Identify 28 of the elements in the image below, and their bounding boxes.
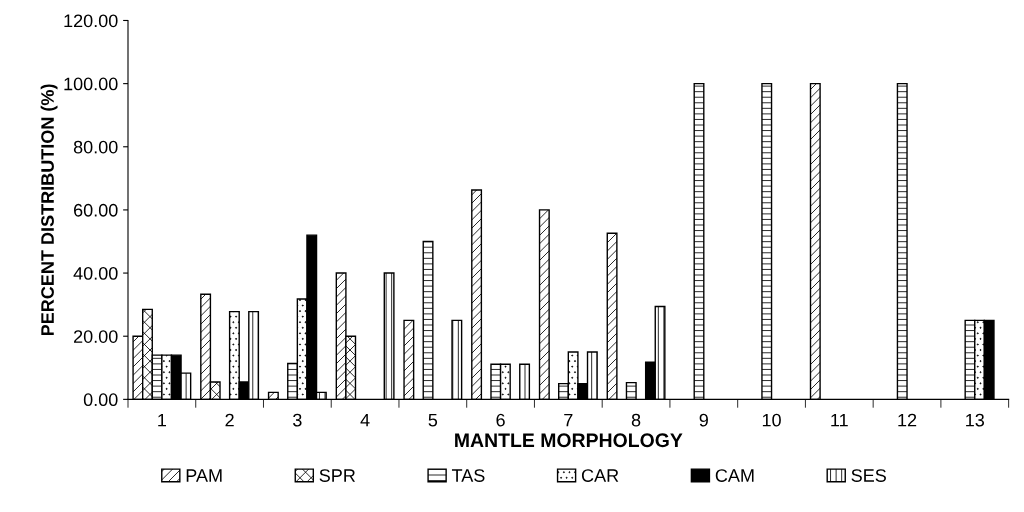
legend-label: SES [851,469,886,482]
x-tick-label: 11 [831,413,848,427]
x-tick-label: 2 [225,413,234,427]
x-tick-label: 13 [966,413,985,427]
y-tick-label: 120.00 [64,14,118,28]
y-tick-label: 40.00 [73,267,118,280]
legend-label: CAM [715,469,754,482]
x-tick-label: 7 [564,413,573,427]
legend-label: SPR [319,469,356,482]
x-tick-label: 9 [699,413,708,427]
y-tick-label: 100.00 [64,77,118,91]
x-tick-label: 3 [293,413,302,427]
y-tick-label: 80.00 [73,140,118,154]
x-tick-label: 8 [631,413,641,427]
y-axis-title: PERCENT DISTRIBUTION (%) [40,84,58,336]
y-tick-label: 20.00 [74,330,118,343]
x-axis-title: MANTLE MORPHOLOGY [455,433,683,448]
x-tick-label: 6 [496,413,505,427]
x-tick-label: 5 [428,413,438,427]
y-tick-label: 60.00 [74,203,118,217]
legend-label: CAR [581,469,619,482]
x-tick-label: 10 [762,413,781,427]
x-tick-label: 4 [360,413,370,427]
legend-label: PAM [186,469,222,482]
y-tick-label: 0.00 [83,393,118,407]
x-tick-label: 12 [898,413,917,427]
legend-label: TAS [451,469,485,482]
x-tick-label: 1 [158,413,167,427]
